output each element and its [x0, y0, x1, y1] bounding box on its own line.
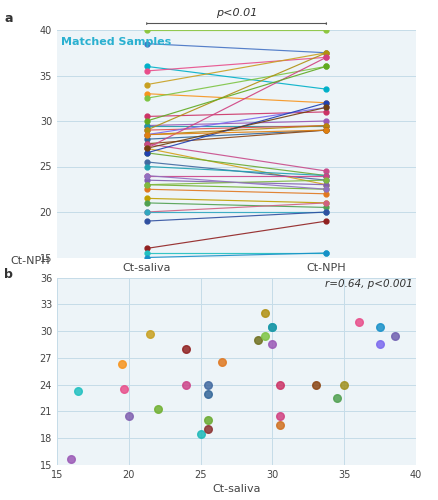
Text: Matched Samples: Matched Samples: [60, 37, 171, 47]
Text: p<0.01: p<0.01: [216, 8, 257, 18]
Text: Ct-NPH: Ct-NPH: [10, 256, 50, 266]
Text: b: b: [4, 268, 13, 280]
X-axis label: Ct-saliva: Ct-saliva: [212, 484, 261, 494]
Text: r=0.64, p<0.001: r=0.64, p<0.001: [325, 280, 413, 289]
Text: a: a: [4, 12, 13, 26]
